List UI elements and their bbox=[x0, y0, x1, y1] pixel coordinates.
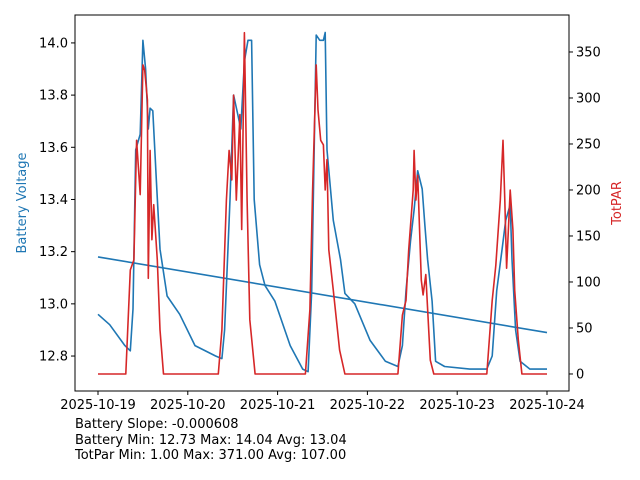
battery-trend-line bbox=[97, 256, 548, 334]
right-y-tick-label: 350 bbox=[576, 45, 601, 60]
right-y-tick-label: 50 bbox=[576, 321, 593, 336]
x-tick-label: 2025-10-21 bbox=[240, 398, 316, 410]
battery-slope-text: Battery Slope: -0.000608 bbox=[75, 417, 239, 432]
left-y-tick-label: 13.8 bbox=[39, 89, 68, 104]
chart: 2025-10-19 2025-10-20 2025-10-21 2025-10-22… bbox=[15, 14, 625, 410]
right-y-tick-label: 150 bbox=[576, 229, 601, 244]
left-y-tick-label: 13.0 bbox=[39, 297, 68, 312]
right-axis-label: TotPAR bbox=[610, 181, 625, 226]
right-y-tick-label: 200 bbox=[576, 183, 601, 198]
left-y-tick-label: 13.2 bbox=[39, 245, 68, 260]
stats-annotations: Battery Slope: -0.000608 Battery Min: 12… bbox=[75, 417, 347, 464]
right-y-tick-label: 250 bbox=[576, 137, 601, 152]
x-tick-label: 2025-10-23 bbox=[419, 398, 495, 410]
x-tick-label: 2025-10-19 bbox=[60, 398, 136, 410]
right-y-tick-label: 300 bbox=[576, 91, 601, 106]
right-y-tick-label: 100 bbox=[576, 275, 601, 290]
right-y-tick-label: 0 bbox=[576, 367, 584, 382]
axes-frame bbox=[74, 14, 570, 392]
x-tick-label: 2025-10-24 bbox=[509, 398, 585, 410]
x-tick-label: 2025-10-20 bbox=[150, 398, 226, 410]
x-tick-label: 2025-10-22 bbox=[330, 398, 406, 410]
left-y-tick-label: 13.6 bbox=[39, 141, 68, 156]
left-y-tick-label: 14.0 bbox=[39, 36, 68, 51]
battery-stats-text: Battery Min: 12.73 Max: 14.04 Avg: 13.04 bbox=[75, 432, 347, 448]
left-y-tick-label: 12.8 bbox=[39, 350, 68, 365]
totpar-line bbox=[98, 31, 547, 375]
left-axis-label: Battery Voltage bbox=[15, 152, 30, 253]
left-y-tick-label: 13.4 bbox=[39, 193, 68, 208]
totpar-stats-text: TotPar Min: 1.00 Max: 371.00 Avg: 107.00 bbox=[75, 448, 347, 463]
